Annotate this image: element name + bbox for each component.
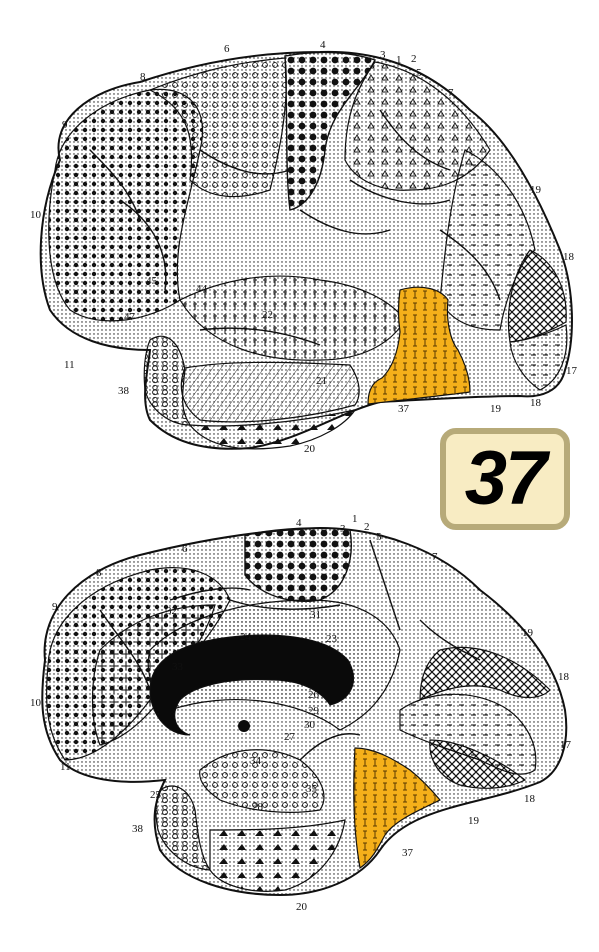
lateral-area-parietal <box>344 61 491 191</box>
lat-label-5: 5 <box>416 67 422 79</box>
med-label-37: 37 <box>402 847 414 859</box>
med-label-4: 4 <box>296 517 302 529</box>
lat-label-17: 17 <box>566 365 578 377</box>
medial-area-4 <box>244 527 352 602</box>
med-label-20: 20 <box>296 901 308 913</box>
med-label-9: 9 <box>52 601 58 613</box>
lat-label-3: 3 <box>380 49 386 61</box>
med-label-19-upper: 19 <box>522 627 534 639</box>
med-label-24: 24 <box>240 631 252 643</box>
med-label-3: 3 <box>340 523 346 535</box>
corpus-callosum-dot <box>238 720 250 732</box>
med-label-33: 33 <box>172 661 184 673</box>
medial-brain-view: 4 3 1 2 5 6 7 8 9 10 11 19 18 17 18 19 2… <box>30 513 572 913</box>
corpus-callosum <box>149 634 355 736</box>
lat-label-6: 6 <box>224 43 230 55</box>
badge-number: 37 <box>464 436 548 521</box>
med-label-2: 2 <box>364 521 370 533</box>
lateral-area-20 <box>188 409 357 450</box>
lateral-area-6 <box>148 57 287 198</box>
med-label-28: 28 <box>252 801 264 813</box>
lat-label-10: 10 <box>30 209 42 221</box>
lat-label-18-upper: 18 <box>563 251 575 263</box>
lateral-area-21-hatch <box>180 361 360 423</box>
lateral-area-18 <box>507 249 567 343</box>
med-label-5: 5 <box>376 531 382 543</box>
lat-label-44: 44 <box>196 283 208 295</box>
med-label-38: 38 <box>132 823 144 835</box>
med-label-27: 27 <box>284 731 296 743</box>
lat-label-19-upper: 19 <box>530 184 542 196</box>
medial-area-18-lower <box>429 739 527 789</box>
lat-label-22: 22 <box>262 309 273 321</box>
med-label-17: 17 <box>560 739 572 751</box>
med-label-31: 31 <box>310 609 321 621</box>
lat-label-45: 45 <box>146 275 158 287</box>
medial-area-occipital-18 <box>419 646 551 701</box>
lat-label-11: 11 <box>64 359 75 371</box>
lat-label-8: 8 <box>140 71 146 83</box>
lateral-area-19 <box>439 149 536 331</box>
med-label-29: 29 <box>308 705 320 717</box>
medial-sulci <box>99 539 481 761</box>
med-label-35: 35 <box>306 783 318 795</box>
lateral-sulci <box>89 109 501 346</box>
med-label-23: 23 <box>326 633 338 645</box>
med-label-34: 34 <box>250 755 262 767</box>
lateral-area-17 <box>509 324 568 391</box>
medial-area-20 <box>209 819 346 892</box>
med-label-6: 6 <box>182 543 188 555</box>
med-label-1: 1 <box>352 513 358 525</box>
med-label-8: 8 <box>96 567 102 579</box>
med-label-11: 11 <box>60 761 71 773</box>
med-label-30: 30 <box>304 719 316 731</box>
lat-label-20: 20 <box>304 443 316 455</box>
lat-label-1: 1 <box>396 54 402 66</box>
lat-label-37: 37 <box>398 403 410 415</box>
med-label-32: 32 <box>166 605 177 617</box>
lat-label-38: 38 <box>118 385 130 397</box>
med-label-7: 7 <box>432 551 438 563</box>
lat-label-19-lower: 19 <box>490 403 502 415</box>
lat-label-21: 21 <box>316 375 327 387</box>
lateral-area-4 <box>284 51 376 211</box>
med-label-18-lower: 18 <box>524 793 536 805</box>
lateral-brain-view: 6 4 3 1 2 5 7 8 9 10 19 18 17 13 11 38 2… <box>30 39 578 455</box>
med-label-18-upper: 18 <box>558 671 570 683</box>
lat-label-9: 9 <box>62 119 68 131</box>
lat-label-47: 47 <box>124 311 136 323</box>
area-number-badge: 37 <box>440 428 570 530</box>
lateral-area-37-symbols <box>368 287 470 404</box>
med-label-25: 25 <box>150 789 162 801</box>
lat-label-4: 4 <box>320 39 326 51</box>
med-label-10: 10 <box>30 697 42 709</box>
lat-label-2: 2 <box>411 53 417 65</box>
medial-area-37-symbols <box>353 748 440 868</box>
med-label-19-lower: 19 <box>468 815 480 827</box>
medial-area-parahippocampal <box>199 749 325 813</box>
lat-label-7: 7 <box>448 87 454 99</box>
lat-label-18-lower: 18 <box>530 397 542 409</box>
med-label-26: 26 <box>308 689 320 701</box>
